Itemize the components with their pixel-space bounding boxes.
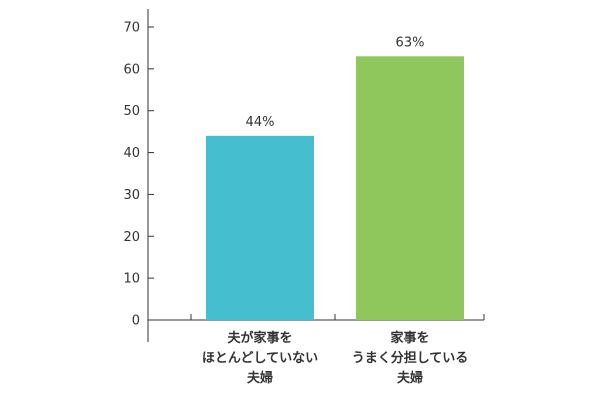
y-tick-label: 10 (123, 272, 140, 287)
category-label: 夫婦 (397, 370, 423, 386)
y-tick-label: 50 (123, 104, 140, 119)
bar (206, 135, 314, 320)
category-label: うまく分担している (352, 350, 469, 366)
bar (356, 56, 464, 321)
data-label: 63% (396, 35, 425, 50)
category-label: 夫婦 (247, 370, 273, 386)
y-tick-label: 40 (123, 146, 140, 161)
y-tick-label: 20 (123, 230, 140, 245)
y-tick-label: 60 (123, 62, 140, 77)
category-label: 家事を (390, 330, 429, 346)
category-label: 夫が家事を (227, 330, 292, 346)
bars (206, 56, 464, 321)
data-labels: 44% 63% (246, 35, 425, 130)
y-tick-label: 0 (132, 314, 140, 329)
y-tick-label: 30 (123, 188, 140, 203)
data-label: 44% (246, 115, 275, 130)
y-axis: 0 10 20 30 40 50 60 70 (123, 9, 154, 342)
y-tick-label: 70 (123, 21, 140, 36)
category-label: ほとんどしていない (202, 351, 318, 366)
